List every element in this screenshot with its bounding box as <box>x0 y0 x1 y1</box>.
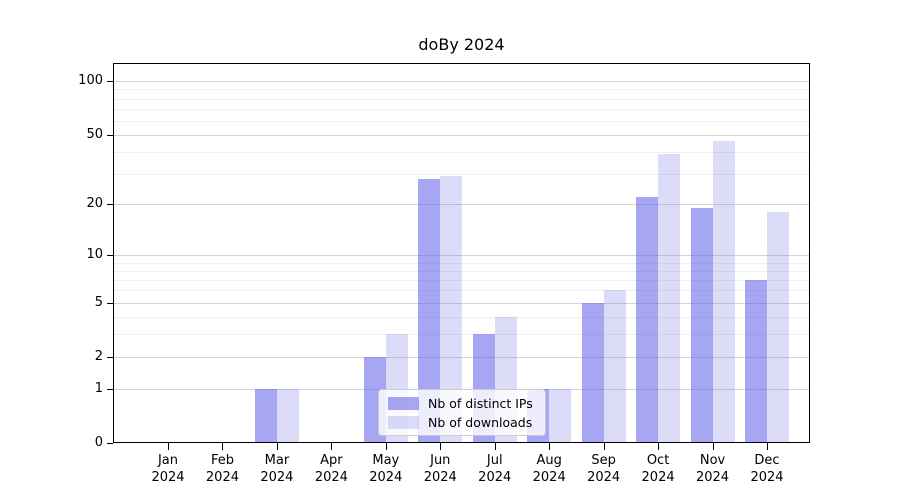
y-tick-label-5: 5 <box>94 294 103 310</box>
legend-label-downloads: Nb of downloads <box>428 414 533 430</box>
legend-entry-downloads: Nb of downloads <box>388 415 536 430</box>
gridline-minor-4 <box>113 316 810 318</box>
bar-distinct-ips-jun <box>418 179 441 443</box>
legend-entry-distinct-ips: Nb of distinct IPs <box>388 396 536 411</box>
bar-downloads-jun <box>440 176 463 443</box>
bar-downloads-nov <box>712 141 735 443</box>
bar-downloads-mar <box>276 388 299 443</box>
gridline-major-20 <box>113 204 810 206</box>
y-tick-mark-1 <box>107 388 113 390</box>
x-tick-mark-nov <box>712 443 714 450</box>
y-tick-mark-0 <box>107 443 113 444</box>
gridline-minor-7 <box>113 279 810 281</box>
gridline-major-2 <box>113 356 810 358</box>
bar-distinct-ips-nov <box>690 208 713 443</box>
x-tick-label-nov: Nov 2024 <box>695 453 730 485</box>
gridline-minor-9 <box>113 262 810 264</box>
gridline-minor-90 <box>113 89 810 91</box>
y-tick-mark-20 <box>107 204 113 206</box>
gridline-minor-6 <box>113 290 810 292</box>
bar-distinct-ips-dec <box>745 279 767 443</box>
bar-distinct-ips-oct <box>636 197 659 443</box>
y-tick-label-50: 50 <box>86 126 103 142</box>
y-tick-mark-10 <box>107 255 113 257</box>
y-tick-label-2: 2 <box>94 348 103 364</box>
x-tick-mark-may <box>385 443 387 450</box>
y-tick-label-20: 20 <box>86 196 103 212</box>
gridline-major-50 <box>113 134 810 136</box>
gridline-minor-60 <box>113 120 810 122</box>
legend-swatch-distinct-ips-icon <box>388 396 419 410</box>
gridline-minor-40 <box>113 151 810 153</box>
x-tick-mark-apr <box>331 443 333 450</box>
x-tick-label-jun: Jun 2024 <box>423 453 457 485</box>
legend-label-distinct-ips: Nb of distinct IPs <box>428 395 533 411</box>
gridline-major-10 <box>113 255 810 257</box>
x-tick-mark-sep <box>603 443 605 450</box>
y-tick-mark-2 <box>107 356 113 358</box>
x-tick-mark-mar <box>276 443 278 450</box>
chart-title: doBy 2024 <box>418 35 505 54</box>
gridline-minor-70 <box>113 108 810 110</box>
x-tick-mark-oct <box>658 443 660 450</box>
gridline-major-5 <box>113 302 810 304</box>
x-tick-mark-jan <box>168 443 169 450</box>
y-tick-label-100: 100 <box>78 73 103 89</box>
bar-downloads-oct <box>658 153 681 443</box>
bar-distinct-ips-mar <box>254 388 277 443</box>
bar-downloads-aug <box>549 388 572 443</box>
x-tick-mark-jul <box>494 443 496 450</box>
x-tick-label-feb: Feb 2024 <box>205 453 239 485</box>
gridline-minor-80 <box>113 98 810 100</box>
y-tick-mark-50 <box>107 134 113 136</box>
x-tick-label-oct: Oct 2024 <box>641 453 675 485</box>
x-tick-mark-feb <box>222 443 224 450</box>
bar-distinct-ips-sep <box>581 302 604 443</box>
bar-downloads-dec <box>767 212 789 443</box>
y-tick-label-10: 10 <box>86 247 103 263</box>
gridline-minor-3 <box>113 334 810 336</box>
x-tick-mark-dec <box>767 443 768 450</box>
x-tick-label-jul: Jul 2024 <box>478 453 512 485</box>
bar-downloads-sep <box>603 290 626 443</box>
gridline-minor-8 <box>113 270 810 272</box>
gridline-major-100 <box>113 81 810 83</box>
legend-swatch-downloads-icon <box>388 415 419 429</box>
x-tick-label-jan: Jan 2024 <box>151 453 185 485</box>
y-tick-label-0: 0 <box>94 435 103 450</box>
plot-area: Nb of distinct IPs Nb of downloads <box>113 63 810 443</box>
x-tick-mark-aug <box>549 443 551 450</box>
gridline-minor-30 <box>113 173 810 175</box>
x-tick-label-aug: Aug 2024 <box>532 453 566 485</box>
legend: Nb of distinct IPs Nb of downloads <box>378 389 546 436</box>
x-tick-label-mar: Mar 2024 <box>260 453 294 485</box>
x-tick-mark-jun <box>440 443 442 450</box>
x-tick-label-dec: Dec 2024 <box>750 453 784 485</box>
x-tick-label-sep: Sep 2024 <box>587 453 621 485</box>
y-tick-mark-100 <box>107 81 113 83</box>
x-tick-label-apr: Apr 2024 <box>314 453 348 485</box>
x-tick-label-may: May 2024 <box>369 453 403 485</box>
y-tick-label-1: 1 <box>94 380 103 396</box>
y-tick-mark-5 <box>107 302 113 304</box>
